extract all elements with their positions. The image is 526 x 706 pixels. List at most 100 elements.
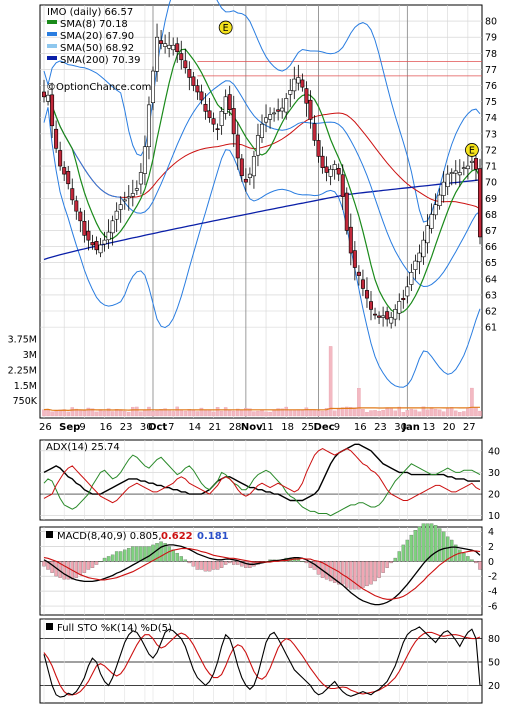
- volume-average-line: [43, 406, 480, 412]
- candle-body: [106, 231, 111, 241]
- volume-bar: [357, 388, 361, 417]
- volume-bar: [308, 409, 313, 417]
- macd-label: MACD(8,40,9) 0.805,: [57, 531, 162, 542]
- date-tick-label: 7: [168, 422, 174, 433]
- volume-bar: [260, 409, 264, 417]
- macd-line: [43, 544, 481, 606]
- earnings-marker: [465, 143, 479, 157]
- date-tick-label: 9: [79, 422, 85, 433]
- volume-bar: [175, 406, 179, 417]
- volume-bar: [252, 411, 256, 417]
- candle-body: [255, 135, 260, 156]
- volume-bar: [292, 409, 297, 417]
- volume-bar: [50, 411, 54, 417]
- volume-bar: [42, 409, 46, 417]
- macd-histogram-bar: [300, 561, 305, 563]
- candle-body: [393, 309, 398, 320]
- candle-body: [207, 110, 212, 119]
- macd-histogram-bar: [106, 556, 111, 562]
- volume-bar: [385, 408, 389, 417]
- volume-bar: [98, 409, 103, 417]
- macd-value: 0.622: [161, 531, 193, 542]
- volume-bar: [304, 407, 309, 417]
- candle-body: [284, 98, 289, 113]
- macd-histogram-bar: [171, 549, 175, 562]
- candle-body: [280, 107, 285, 112]
- candle-body: [155, 36, 160, 72]
- candle-body: [272, 112, 277, 115]
- candle-body: [328, 168, 333, 177]
- candle-body: [138, 172, 143, 185]
- volume-bar: [413, 409, 418, 417]
- volume-bar: [478, 410, 482, 417]
- candle-body: [70, 188, 75, 201]
- candle-body: [243, 178, 248, 183]
- price-tick-label: 66: [485, 242, 497, 253]
- candle-body: [389, 317, 394, 324]
- macd-histogram-bar: [413, 530, 418, 562]
- volume-bar: [223, 407, 228, 417]
- macd-axis: 4 2 0 -2 -4 -6: [488, 527, 497, 613]
- macd-histogram-bar: [191, 561, 196, 567]
- candle-body: [340, 174, 345, 197]
- macd-histogram-bar: [389, 561, 393, 564]
- candle-body: [445, 173, 450, 188]
- macd-histogram-bar: [211, 561, 216, 570]
- candle-body: [304, 88, 309, 104]
- candle-body: [292, 78, 297, 92]
- date-tick-label: 13: [423, 422, 436, 433]
- candle-body: [122, 199, 127, 202]
- legend-label: SMA(50) 68.92: [60, 43, 134, 54]
- macd-histogram-bar: [369, 561, 373, 585]
- candle-body: [308, 99, 313, 120]
- candle-body: [247, 173, 252, 178]
- candle-body: [300, 79, 305, 88]
- macd-histogram-bar: [195, 561, 200, 570]
- candle-body: [62, 167, 67, 175]
- macd-histogram-bar: [123, 549, 127, 562]
- date-tick-label: 16: [354, 422, 367, 433]
- macd-histogram-bar: [207, 561, 212, 572]
- macd-histogram-bar: [425, 523, 430, 562]
- candle-body: [231, 108, 236, 135]
- macd-histogram-bar: [458, 549, 462, 562]
- volume-bar: [474, 407, 478, 417]
- adx-tick-label: 40: [488, 446, 500, 457]
- date-tick-label: Jan: [401, 422, 420, 433]
- candle-body: [98, 244, 103, 254]
- candle-body: [199, 91, 204, 101]
- stochastic-legend-swatch: [46, 623, 53, 630]
- candle-body: [264, 117, 269, 123]
- volume-bar: [336, 407, 341, 417]
- candle-body: [381, 315, 386, 318]
- legend-swatch: [47, 20, 57, 24]
- volume-bar: [167, 410, 171, 417]
- adx-panel: 10 20 30 40 ADX(14) 25.74: [39, 439, 500, 522]
- date-tick-label: Oct: [148, 422, 167, 433]
- macd-histogram-bar: [42, 561, 46, 567]
- macd-histogram-bar: [102, 557, 107, 562]
- price-tick-label: 75: [485, 97, 497, 108]
- macd-tick-label: -4: [488, 587, 497, 598]
- volume-bar: [183, 410, 188, 417]
- candle-body: [433, 204, 438, 216]
- candle-body: [336, 168, 341, 175]
- stochastic-k-line: [43, 626, 481, 698]
- candle-body: [360, 279, 365, 289]
- date-tick-label: 9: [334, 422, 340, 433]
- stochastic-tick-label: 50: [488, 658, 500, 669]
- volume-bar: [74, 408, 79, 417]
- macd-histogram-bar: [450, 539, 454, 562]
- macd-tick-label: 2: [488, 542, 494, 553]
- candle-body: [397, 301, 402, 314]
- macd-tick-label: 0: [488, 557, 494, 568]
- candle-body: [167, 44, 172, 49]
- macd-histogram-bar: [433, 525, 438, 562]
- price-tick-label: 68: [485, 210, 497, 221]
- volume-bar: [381, 409, 385, 417]
- sma200-line: [43, 179, 481, 261]
- volume-bar: [236, 408, 240, 417]
- candle-body: [41, 91, 46, 98]
- volume-bar: [147, 406, 151, 417]
